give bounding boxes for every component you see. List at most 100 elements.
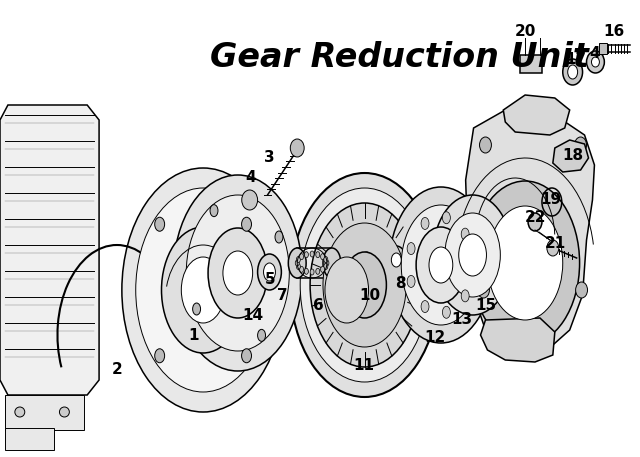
Ellipse shape [470,181,580,345]
Ellipse shape [323,223,406,347]
Ellipse shape [210,205,218,217]
Ellipse shape [173,175,302,371]
Polygon shape [481,318,555,362]
Ellipse shape [325,260,329,266]
Ellipse shape [528,213,542,231]
Ellipse shape [586,51,604,73]
Text: 10: 10 [359,288,380,303]
Ellipse shape [223,251,253,295]
Text: 22: 22 [524,211,546,225]
Text: 21: 21 [545,235,566,250]
Ellipse shape [401,205,481,325]
Ellipse shape [575,137,586,153]
Text: 19: 19 [540,192,561,207]
Ellipse shape [300,266,303,272]
Ellipse shape [575,282,588,298]
Ellipse shape [407,243,415,255]
Polygon shape [553,140,589,172]
Ellipse shape [310,251,314,257]
Ellipse shape [264,263,275,281]
Text: 7: 7 [277,287,287,303]
Ellipse shape [161,227,244,353]
Ellipse shape [442,306,451,318]
Ellipse shape [300,254,303,260]
Ellipse shape [241,217,252,231]
Ellipse shape [305,268,308,274]
Ellipse shape [241,349,252,363]
Text: 20: 20 [515,25,536,39]
Ellipse shape [242,190,257,210]
Ellipse shape [445,213,500,297]
Ellipse shape [321,254,324,260]
Text: 1: 1 [188,328,198,342]
Ellipse shape [442,212,451,224]
Ellipse shape [459,234,486,276]
Ellipse shape [316,252,320,258]
Ellipse shape [300,188,429,382]
Text: 4: 4 [589,47,600,62]
Ellipse shape [155,349,164,363]
Text: 4: 4 [245,170,256,186]
Ellipse shape [407,276,415,287]
Text: 6: 6 [313,298,323,313]
Ellipse shape [310,203,419,367]
Ellipse shape [15,407,25,417]
Text: 13: 13 [451,313,472,328]
Text: 17: 17 [565,52,586,67]
Ellipse shape [323,248,341,278]
Ellipse shape [296,256,300,263]
Ellipse shape [324,263,328,270]
Text: 15: 15 [475,298,496,313]
Ellipse shape [387,246,406,274]
Ellipse shape [257,329,266,341]
Text: 3: 3 [264,149,275,165]
Ellipse shape [529,233,545,277]
Ellipse shape [208,228,268,318]
Ellipse shape [122,168,284,412]
Text: 2: 2 [111,362,122,377]
Ellipse shape [568,65,578,79]
Ellipse shape [477,282,490,298]
Polygon shape [503,95,570,135]
Ellipse shape [360,252,374,272]
Ellipse shape [461,290,469,302]
Ellipse shape [343,252,387,318]
Polygon shape [0,105,99,395]
Ellipse shape [321,266,324,272]
Ellipse shape [479,137,492,153]
Ellipse shape [325,257,369,323]
Ellipse shape [288,248,306,278]
Ellipse shape [389,187,492,343]
Text: 14: 14 [242,308,263,324]
Ellipse shape [181,257,225,323]
Text: 16: 16 [604,25,625,39]
Ellipse shape [186,195,289,351]
Ellipse shape [488,206,563,320]
Ellipse shape [275,231,283,243]
Ellipse shape [429,247,452,283]
Text: 8: 8 [395,276,406,291]
Ellipse shape [563,59,582,85]
Polygon shape [466,110,595,352]
Ellipse shape [193,303,200,315]
Ellipse shape [291,173,439,397]
Text: 12: 12 [424,329,445,345]
Ellipse shape [353,242,380,282]
Ellipse shape [305,252,308,258]
Bar [520,55,542,73]
Ellipse shape [421,218,429,229]
Ellipse shape [391,253,401,267]
Ellipse shape [468,259,477,271]
Ellipse shape [316,268,320,274]
Ellipse shape [416,227,466,303]
Bar [5,428,54,450]
Bar [600,43,607,54]
Ellipse shape [257,254,282,290]
Text: 5: 5 [265,272,276,287]
Text: 18: 18 [562,148,583,163]
Ellipse shape [310,269,314,275]
Ellipse shape [324,256,328,263]
Ellipse shape [291,139,304,157]
Ellipse shape [60,407,69,417]
Ellipse shape [296,263,300,270]
